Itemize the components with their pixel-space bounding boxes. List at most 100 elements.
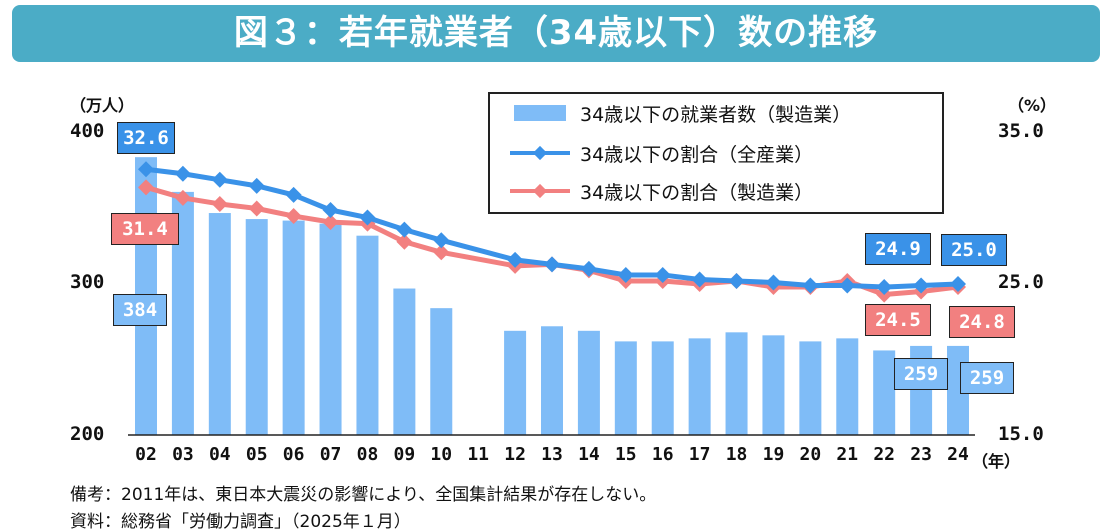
- x-tick-label-12: 12: [504, 444, 526, 465]
- bar-07: [319, 223, 342, 435]
- legend-swatch-bar: [510, 98, 570, 128]
- point-red-04: [211, 195, 228, 212]
- bar-21: [836, 338, 859, 435]
- x-tick-label-06: 06: [283, 444, 305, 465]
- point-blue-07: [322, 202, 339, 219]
- point-blue-05: [248, 177, 265, 194]
- point-blue-10: [433, 232, 450, 249]
- x-axis-unit: （年）: [972, 452, 1021, 471]
- bar-17: [688, 338, 711, 435]
- x-tick-label-21: 21: [836, 444, 858, 465]
- point-blue-03: [174, 165, 191, 182]
- data-label-blue-23: 24.9: [865, 233, 931, 265]
- bar-13: [541, 326, 563, 435]
- bar-19: [762, 335, 785, 435]
- legend-item-bar: 34歳以下の就業者数（製造業）: [510, 98, 851, 128]
- point-blue-15: [617, 266, 634, 283]
- bar-16: [651, 341, 674, 435]
- note-source: 資料：総務省「労働力調査」（2025年１月）: [70, 512, 411, 532]
- x-tick-label-10: 10: [430, 444, 452, 465]
- point-red-07: [322, 214, 339, 231]
- x-tick-label-20: 20: [800, 444, 822, 465]
- x-tick-label-07: 07: [320, 444, 342, 465]
- point-blue-16: [654, 266, 671, 283]
- data-label-red-02: 31.4: [111, 213, 179, 245]
- x-tick-label-04: 04: [209, 444, 231, 465]
- point-red-03: [174, 189, 191, 206]
- point-blue-21: [839, 277, 856, 294]
- bar-15: [614, 341, 637, 435]
- legend-label: 34歳以下の割合（製造業）: [580, 181, 814, 204]
- point-red-10: [433, 244, 450, 261]
- legend: 34歳以下の就業者数（製造業） 34歳以下の割合（全産業） 34歳以下の割合（製…: [488, 92, 944, 214]
- x-tick-label-14: 14: [578, 444, 600, 465]
- point-blue-06: [285, 186, 302, 203]
- point-red-05: [248, 200, 265, 217]
- point-blue-14: [580, 260, 597, 277]
- point-blue-20: [802, 277, 819, 294]
- left-tick-300: 300: [70, 271, 105, 293]
- bar-03: [171, 191, 194, 435]
- bar-20: [799, 341, 822, 435]
- legend-swatch-red: [510, 176, 570, 206]
- legend-item-blue: 34歳以下の割合（全産業）: [510, 138, 813, 168]
- x-tick-label-24: 24: [947, 444, 969, 465]
- line-blue: [145, 166, 959, 290]
- legend-label: 34歳以下の就業者数（製造業）: [580, 103, 852, 126]
- point-blue-17: [691, 271, 708, 288]
- point-red-06: [285, 208, 302, 225]
- x-tick-label-11: 11: [467, 444, 489, 465]
- x-tick-label-16: 16: [652, 444, 674, 465]
- point-blue-13: [544, 256, 560, 273]
- point-blue-19: [765, 274, 782, 291]
- point-blue-22: [876, 279, 893, 296]
- point-blue-04: [211, 171, 228, 188]
- data-label-bar-24: 259: [960, 362, 1014, 394]
- left-axis-unit: （万人）: [70, 96, 135, 115]
- point-blue-02: [138, 161, 154, 178]
- data-label-red-23: 24.5: [865, 304, 931, 336]
- data-label-bar-02: 384: [113, 294, 167, 326]
- legend-label: 34歳以下の割合（全産業）: [580, 143, 814, 166]
- bar-04: [208, 213, 231, 435]
- x-tick-label-05: 05: [246, 444, 268, 465]
- point-blue-18: [728, 272, 745, 289]
- data-label-blue-02: 32.6: [117, 122, 175, 154]
- left-tick-400: 400: [70, 120, 105, 142]
- x-tick-label-23: 23: [910, 444, 932, 465]
- note-remarks: 備考：2011年は、東日本大震災の影響により、全国集計結果が存在しない。: [70, 485, 657, 505]
- bar-10: [430, 308, 453, 435]
- legend-swatch-blue: [510, 138, 570, 168]
- x-tick-label-22: 22: [873, 444, 895, 465]
- bar-09: [393, 288, 416, 435]
- x-tick-label-18: 18: [726, 444, 748, 465]
- point-blue-08: [359, 209, 376, 226]
- x-tick-label-09: 09: [394, 444, 416, 465]
- bar-08: [356, 235, 379, 435]
- x-tick-label-17: 17: [689, 444, 711, 465]
- point-blue-23: [913, 277, 930, 294]
- chart-title: 図３：若年就業者（34歳以下）数の推移: [12, 5, 1100, 62]
- right-tick-25: 25.0: [998, 271, 1044, 293]
- right-axis-unit: （%）: [1008, 96, 1057, 115]
- x-tick-label-13: 13: [541, 444, 563, 465]
- point-red-09: [396, 233, 413, 250]
- x-tick-label-02: 02: [135, 444, 157, 465]
- x-tick-label-15: 15: [615, 444, 637, 465]
- bar-18: [725, 332, 748, 435]
- bar-06: [282, 220, 305, 435]
- legend-item-red: 34歳以下の割合（製造業）: [510, 176, 813, 206]
- point-red-02: [138, 179, 154, 196]
- x-tick-label-19: 19: [763, 444, 785, 465]
- data-label-blue-24: 25.0: [941, 234, 1007, 266]
- bar-22: [873, 350, 896, 435]
- x-tick-label-03: 03: [172, 444, 194, 465]
- right-tick-35: 35.0: [998, 120, 1044, 142]
- left-tick-200: 200: [70, 423, 105, 445]
- x-tick-label-08: 08: [357, 444, 379, 465]
- data-label-red-24: 24.8: [949, 306, 1015, 338]
- point-blue-09: [396, 221, 413, 238]
- point-blue-12: [507, 251, 524, 268]
- point-blue-24: [950, 276, 966, 292]
